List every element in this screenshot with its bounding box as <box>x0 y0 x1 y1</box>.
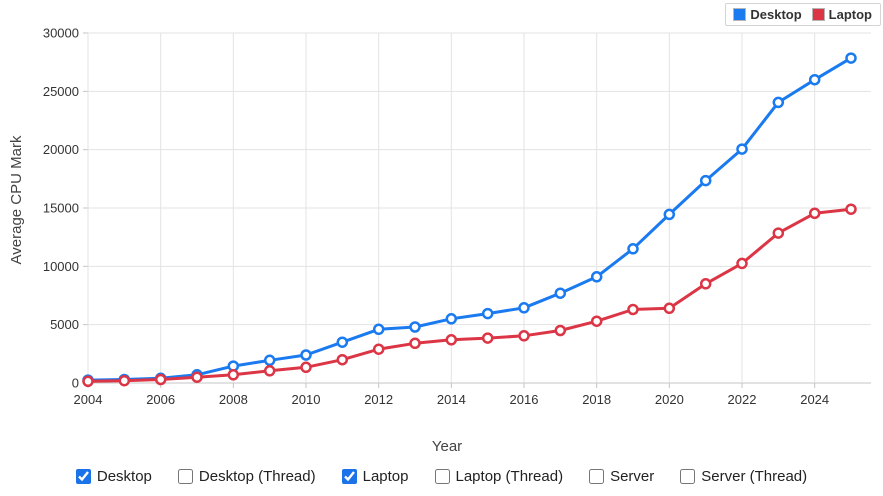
laptop-data-point-marker[interactable] <box>118 374 131 387</box>
desktop-data-point-marker[interactable] <box>699 174 712 187</box>
laptop-data-point-marker[interactable] <box>445 334 458 346</box>
x-tick-label: 2016 <box>510 392 539 407</box>
y-tick-label: 10000 <box>43 259 79 274</box>
desktop-data-point-marker[interactable] <box>409 321 421 333</box>
filter-label: Desktop (Thread) <box>198 467 316 485</box>
filter-checkbox-laptop[interactable] <box>341 468 357 484</box>
laptop-data-point-marker[interactable] <box>772 227 785 239</box>
x-tick-label: 2018 <box>582 392 611 407</box>
filter-checkbox-desktop[interactable] <box>75 468 91 484</box>
legend-swatch-laptop <box>811 8 825 21</box>
legend-label: Laptop <box>828 7 872 22</box>
filter-label: Laptop <box>362 467 409 485</box>
x-tick-label: 2004 <box>74 392 103 407</box>
y-tick-label: 20000 <box>43 142 79 157</box>
laptop-data-point-marker[interactable] <box>227 369 240 381</box>
filter-label: Laptop (Thread) <box>455 467 564 485</box>
laptop-data-point-marker[interactable] <box>409 337 421 350</box>
chart-canvas: 0 5000 10000 15000 20000 25000 30000 2004 2006 20… <box>8 26 871 455</box>
x-tick-label: 2020 <box>655 392 684 407</box>
x-tick-label: 2022 <box>728 392 757 407</box>
y-axis-title: Average CPU Mark <box>8 135 25 264</box>
desktop-data-point-marker[interactable] <box>772 96 785 109</box>
desktop-data-point-marker[interactable] <box>300 349 312 361</box>
desktop-data-point-marker[interactable] <box>518 302 530 314</box>
axis-tick-labels: 0 5000 10000 15000 20000 25000 30000 2004 2006 20… <box>43 26 829 408</box>
laptop-data-point-marker[interactable] <box>336 353 349 366</box>
laptop-series <box>82 203 857 388</box>
desktop-data-point-marker[interactable] <box>845 52 857 64</box>
laptop-data-point-marker[interactable] <box>699 278 712 290</box>
y-tick-label: 0 <box>72 376 79 391</box>
desktop-series-line <box>86 56 853 382</box>
series-toggle-bar: Desktop Desktop (Thread) Laptop Laptop (Thr… <box>0 464 883 488</box>
filter-desktop-thread[interactable]: Desktop (Thread) <box>177 467 316 485</box>
y-tick-label: 5000 <box>50 317 79 332</box>
filter-checkbox-server[interactable] <box>589 468 605 484</box>
laptop-data-point-marker[interactable] <box>808 207 821 220</box>
legend-swatch-desktop <box>733 8 747 21</box>
desktop-data-point-marker[interactable] <box>808 73 821 86</box>
desktop-data-point-marker[interactable] <box>627 243 639 255</box>
desktop-data-point-marker[interactable] <box>263 354 276 367</box>
data-series <box>82 52 857 388</box>
desktop-data-point-marker[interactable] <box>372 323 385 336</box>
laptop-data-point-marker[interactable] <box>191 371 203 383</box>
y-tick-label: 15000 <box>43 201 79 216</box>
laptop-data-point-marker[interactable] <box>372 343 385 355</box>
laptop-data-point-marker[interactable] <box>663 302 676 315</box>
laptop-data-point-marker[interactable] <box>736 257 748 270</box>
laptop-data-point-marker[interactable] <box>154 373 167 386</box>
desktop-data-point-marker[interactable] <box>590 271 603 283</box>
laptop-data-point-marker[interactable] <box>554 324 567 337</box>
desktop-data-point-marker[interactable] <box>554 287 567 299</box>
laptop-data-point-marker[interactable] <box>263 365 276 377</box>
filter-checkbox-desktop-thread[interactable] <box>177 468 193 484</box>
grid-lines <box>83 32 871 388</box>
x-tick-label: 2010 <box>292 392 321 407</box>
legend-item-laptop[interactable]: Laptop <box>811 7 872 22</box>
laptop-data-point-marker[interactable] <box>518 330 530 342</box>
laptop-series-line <box>86 207 853 383</box>
laptop-data-point-marker[interactable] <box>481 332 494 344</box>
desktop-data-point-marker[interactable] <box>663 208 676 221</box>
chart-legend: Desktop Laptop <box>725 3 881 26</box>
filter-checkbox-laptop-thread[interactable] <box>434 468 450 484</box>
filter-label: Server (Thread) <box>701 467 808 485</box>
legend-label: Desktop <box>750 7 802 22</box>
filter-label: Desktop <box>96 467 152 485</box>
desktop-series <box>82 52 857 386</box>
desktop-data-point-marker[interactable] <box>481 307 494 320</box>
x-tick-label: 2014 <box>437 392 466 407</box>
x-tick-label: 2012 <box>364 392 393 407</box>
laptop-data-point-marker[interactable] <box>627 303 639 316</box>
x-axis-title: Year <box>432 438 462 455</box>
filter-label: Server <box>610 467 655 485</box>
desktop-data-point-marker[interactable] <box>445 313 458 325</box>
x-tick-label: 2006 <box>146 392 175 407</box>
filter-server[interactable]: Server <box>589 468 654 485</box>
desktop-data-point-marker[interactable] <box>736 143 748 155</box>
laptop-data-point-marker[interactable] <box>590 315 603 327</box>
laptop-data-point-marker[interactable] <box>300 361 312 374</box>
filter-checkbox-server-thread[interactable] <box>680 468 696 484</box>
legend-item-desktop[interactable]: Desktop <box>733 7 802 22</box>
x-tick-label: 2008 <box>219 392 248 407</box>
filter-server-thread[interactable]: Server (Thread) <box>680 468 807 485</box>
y-tick-label: 25000 <box>43 84 79 99</box>
filter-laptop-thread[interactable]: Laptop (Thread) <box>434 467 564 485</box>
laptop-data-point-marker[interactable] <box>82 375 94 388</box>
filter-laptop[interactable]: Laptop <box>341 467 409 485</box>
y-tick-label: 30000 <box>43 26 79 41</box>
desktop-data-point-marker[interactable] <box>336 336 349 348</box>
x-tick-label: 2024 <box>800 392 829 407</box>
filter-desktop[interactable]: Desktop <box>75 467 152 485</box>
laptop-data-point-marker[interactable] <box>845 203 857 215</box>
